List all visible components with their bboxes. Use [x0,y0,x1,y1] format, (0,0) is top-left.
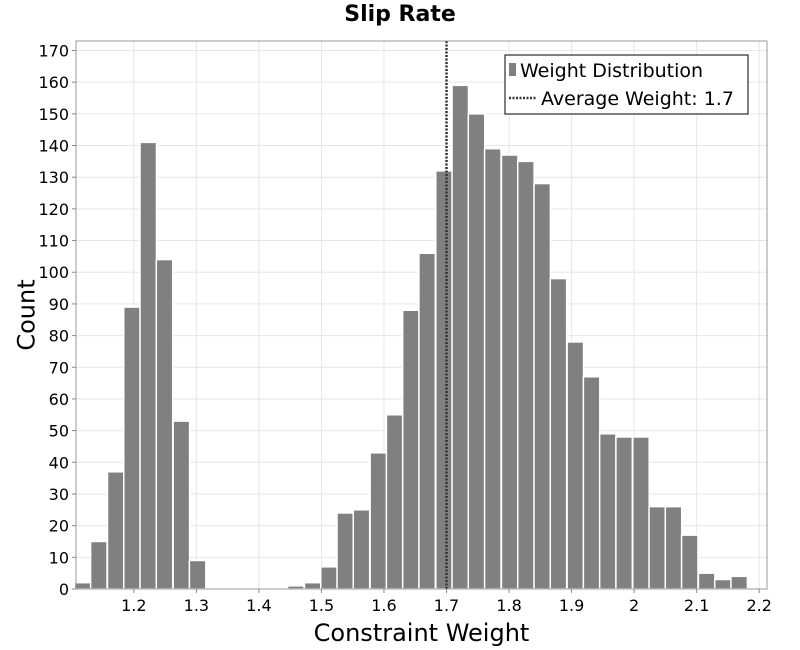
y-tick-label: 170 [38,42,69,61]
y-axis-ticks: 0 10 20 30 40 50 60 70 80 90 100 110 120 130 140 150 160… [38,42,76,599]
legend-label-average-weight: Average Weight: 1.7 [541,88,734,110]
x-tick-label: 1.6 [371,596,396,615]
y-tick-label: 10 [49,548,69,567]
histogram-bar [697,572,716,590]
histogram-bar [73,581,92,590]
histogram-bar [385,414,404,590]
histogram-bar [713,578,732,590]
y-tick-label: 70 [49,358,69,377]
x-tick-label: 1.3 [184,596,209,615]
histogram-bar [106,471,125,590]
histogram-bar [500,154,519,590]
y-tick-label: 160 [38,73,69,92]
histogram-bar [369,452,388,590]
plot-frame [75,40,768,590]
x-tick-label: 2 [629,596,639,615]
x-tick-label: 1.7 [434,596,459,615]
y-tick-label: 20 [49,517,69,536]
histogram-bar [483,147,502,590]
histogram-bar [730,575,749,590]
y-tick-label: 140 [38,137,69,156]
legend-swatch-bar [509,63,516,76]
histogram-bar [451,84,470,590]
histogram-bar [336,512,355,590]
y-tick-label: 90 [49,295,69,314]
y-tick-label: 100 [38,263,69,282]
histogram-bar [664,505,683,590]
histogram-bar [648,505,667,590]
legend: Weight Distribution Average Weight: 1.7 [504,54,749,115]
histogram-bar [598,433,617,590]
histogram-bar [155,258,174,590]
histogram-bar [188,559,207,590]
x-tick-label: 2.2 [746,596,771,615]
legend-box [504,54,749,115]
histogram-bars [73,84,749,590]
chart-title: Slip Rate [344,2,456,27]
histogram-bar [582,376,601,590]
y-tick-label: 120 [38,200,69,219]
histogram-bar [352,509,371,590]
y-tick-label: 80 [49,327,69,346]
x-tick-label: 1.9 [559,596,584,615]
x-tick-label: 1.4 [246,596,271,615]
histogram-bar [401,309,420,590]
histogram-bar [123,306,141,590]
histogram-bar [303,581,322,590]
x-tick-label: 1.8 [496,596,521,615]
histogram-bar [435,170,453,590]
x-tick-label: 1.5 [309,596,334,615]
y-tick-label: 60 [49,390,69,409]
y-tick-label: 110 [38,232,69,251]
histogram-bar [632,436,650,590]
x-axis-title: Constraint Weight [314,619,530,647]
histogram-bar [319,566,338,590]
legend-label-weight-distribution: Weight Distribution [520,60,703,82]
histogram-bar [139,141,158,590]
y-tick-label: 30 [49,485,69,504]
y-axis-title: Count [12,279,40,350]
y-tick-label: 150 [38,105,69,124]
histogram-bar [615,436,634,590]
x-tick-label: 1.2 [121,596,146,615]
y-tick-label: 40 [49,453,69,472]
histogram-bar [533,182,552,590]
y-tick-label: 0 [59,580,69,599]
y-tick-label: 130 [38,168,69,187]
histogram-bar [516,160,535,590]
y-tick-label: 50 [49,422,69,441]
histogram-bar [172,420,191,590]
histogram-bar [89,540,108,590]
histogram-bar [467,113,486,590]
histogram-bar [680,534,699,590]
histogram-bar [549,277,568,590]
x-tick-label: 2.1 [684,596,709,615]
histogram-bar [418,252,437,590]
x-axis-ticks: 1.2 1.3 1.4 1.5 1.6 1.7 1.8 1.9 2 2.1 2.2 [121,589,772,615]
histogram-bar [566,341,585,590]
